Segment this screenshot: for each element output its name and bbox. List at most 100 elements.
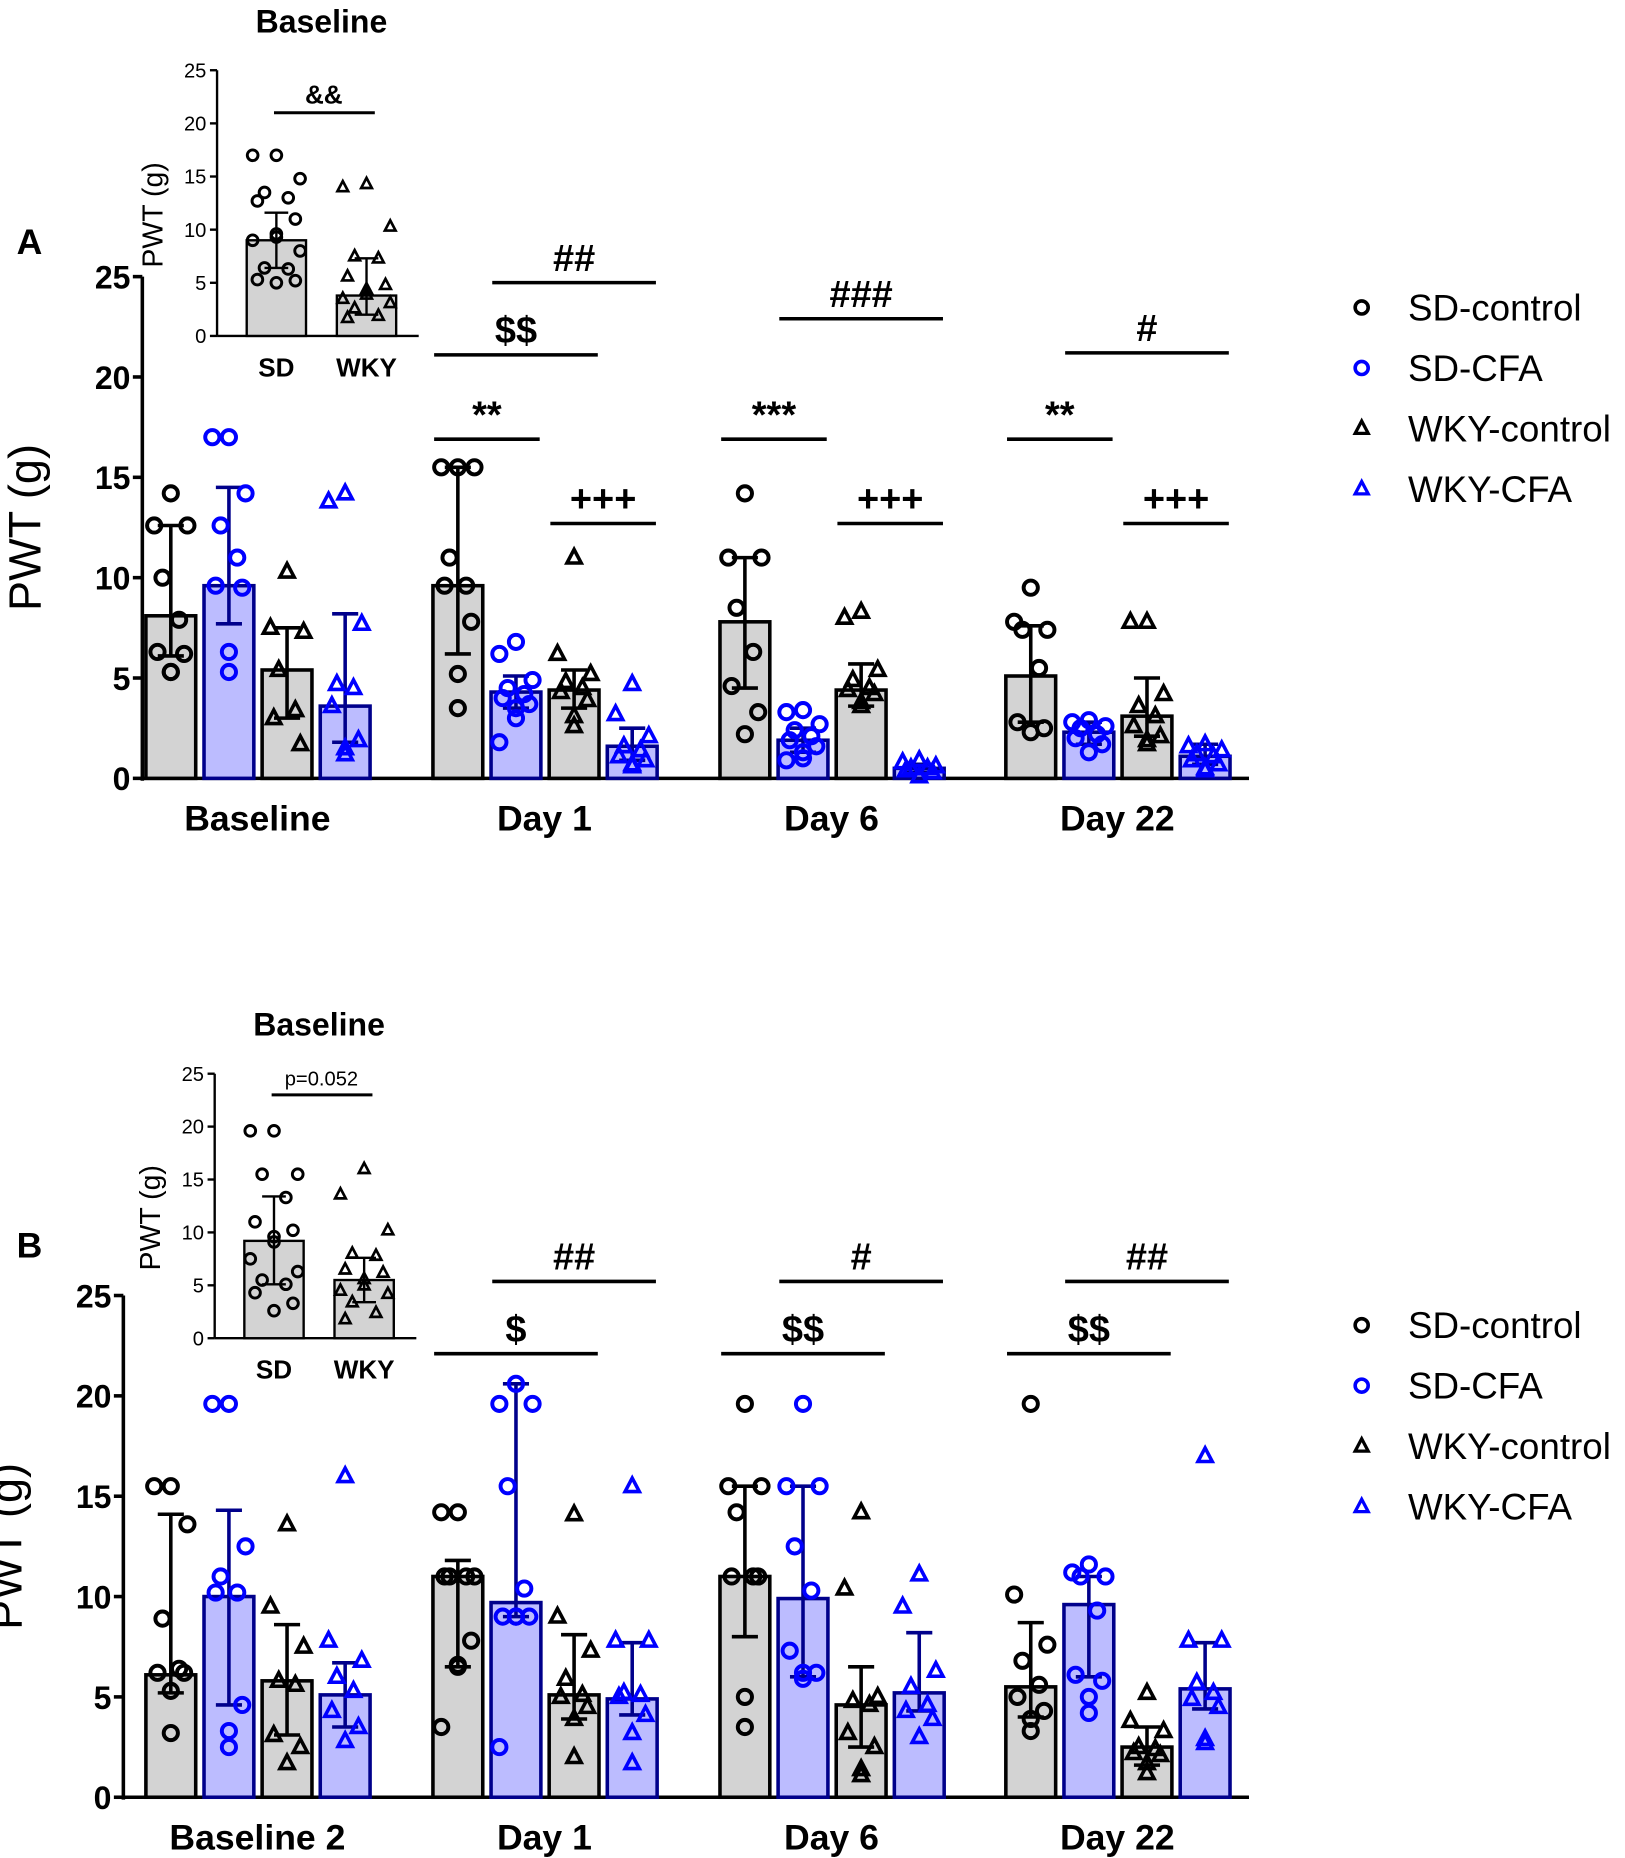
data-point: [842, 668, 863, 688]
inset-chart: Baseline 0 5 10 15 20 25 PWT (g) SD WKY &&: [138, 3, 419, 382]
data-point: [523, 1394, 542, 1413]
inset-data-point: [293, 171, 307, 186]
legend-a: SD-control SD-CFA WKY-control WKY-CFA: [1352, 288, 1611, 510]
category-label: Day 1: [497, 1817, 592, 1857]
data-point: [290, 732, 311, 752]
data-point: [630, 738, 651, 758]
significance-label: ##: [1126, 1237, 1168, 1279]
inset-data-point: [293, 244, 307, 258]
inset-significance-label: &&: [305, 79, 343, 109]
data-point: [448, 1503, 467, 1522]
data-point: [211, 516, 230, 535]
data-point: [793, 743, 813, 762]
inset-data-point: [368, 1303, 384, 1319]
inset-data-point: [339, 267, 356, 282]
y-tick-label: 25: [95, 259, 131, 295]
data-point: [577, 688, 598, 708]
data-point: [318, 1628, 339, 1648]
data-point: [490, 1738, 509, 1757]
data-point: [605, 702, 626, 722]
legend-label: WKY-control: [1408, 409, 1611, 450]
inset-title: Baseline: [253, 1007, 385, 1043]
data-point: [577, 1695, 598, 1715]
inset-data-point: [267, 1235, 281, 1249]
data-point: [851, 599, 872, 619]
inset-y-tick-label: 10: [184, 220, 206, 242]
data-point: [1029, 1675, 1049, 1694]
data-point: [635, 748, 656, 768]
inset-y-tick-label: 20: [184, 113, 206, 135]
data-point: [605, 1628, 626, 1648]
data-point: [432, 458, 451, 477]
data-point: [219, 642, 238, 661]
inset-data-point: [288, 273, 303, 288]
data-point: [1181, 748, 1202, 768]
data-point: [859, 1692, 880, 1713]
bar-sd-control: [144, 1673, 198, 1800]
data-point: [735, 1687, 754, 1706]
inset-data-point: [344, 1244, 360, 1259]
data-point: [922, 1707, 943, 1727]
inset-data-point: [375, 1263, 391, 1279]
data-point: [321, 694, 342, 714]
data-point: [290, 1735, 311, 1755]
data-point: [572, 676, 593, 696]
inset-category-label: SD: [256, 1355, 292, 1385]
data-point: [203, 1394, 222, 1413]
data-point: [727, 1503, 746, 1522]
data-point: [1195, 732, 1216, 752]
data-point: [1021, 723, 1040, 742]
category-label: Baseline: [184, 799, 330, 839]
significance-label: +++: [1143, 479, 1209, 521]
data-point: [435, 576, 454, 595]
y-tick-label: 25: [76, 1278, 112, 1314]
data-point: [321, 1699, 342, 1719]
data-point: [1153, 682, 1174, 702]
legend-marker-triangle-icon: [1352, 1435, 1371, 1453]
data-point: [851, 1500, 872, 1520]
data-point: [1079, 1703, 1098, 1723]
data-point: [1186, 1670, 1207, 1691]
data-point: [335, 481, 356, 501]
data-point: [895, 758, 917, 778]
y-axis-title: PWT (g): [0, 1463, 31, 1630]
inset-data-point: [332, 1281, 348, 1296]
inset-data-point: [243, 1252, 258, 1266]
data-point: [293, 619, 314, 640]
data-point: [1153, 1719, 1174, 1739]
inset-data-point: [356, 1159, 372, 1175]
category-label: Day 22: [1060, 1817, 1175, 1857]
data-point: [555, 670, 576, 690]
data-point: [780, 731, 799, 750]
data-point: [572, 1682, 593, 1703]
panel-label-a: A: [17, 222, 43, 262]
bar-sd-cfa: [489, 1600, 543, 1800]
data-point: [580, 1638, 601, 1658]
legend-label: WKY-CFA: [1408, 1487, 1573, 1528]
inset-data-point: [332, 1185, 348, 1200]
data-point: [810, 715, 829, 734]
legend-marker-triangle-icon: [1352, 417, 1371, 436]
inset-y-axis-title: PWT (g): [135, 1165, 167, 1270]
data-point: [1195, 1727, 1216, 1747]
data-point: [1038, 620, 1057, 639]
data-point: [161, 484, 180, 503]
inset-data-point: [267, 1229, 281, 1244]
data-point: [722, 1567, 741, 1586]
data-point: [435, 1567, 454, 1586]
data-point: [749, 703, 768, 722]
data-point: [175, 644, 194, 664]
data-point: [170, 610, 189, 629]
data-point: [506, 709, 526, 728]
y-tick-label: 20: [76, 1379, 112, 1415]
data-point: [515, 1579, 534, 1598]
legend-marker-triangle-icon: [1352, 1495, 1371, 1514]
data-point: [622, 1751, 643, 1771]
data-point: [622, 1474, 643, 1494]
data-point: [777, 703, 796, 722]
data-point: [550, 1684, 571, 1705]
y-tick-label: 0: [113, 761, 131, 797]
data-point: [777, 1477, 796, 1496]
legend-marker-circle-icon: [1353, 359, 1370, 377]
data-point: [462, 1631, 481, 1650]
